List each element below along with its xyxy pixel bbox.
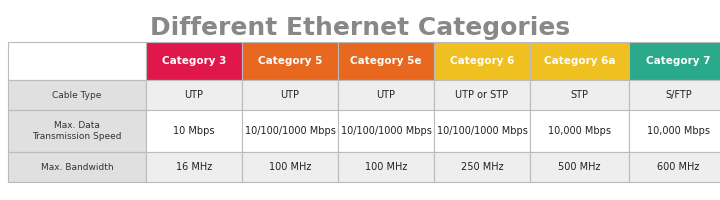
Bar: [146, 80, 242, 110]
Bar: [338, 42, 434, 80]
Bar: [530, 152, 629, 182]
Text: Category 6: Category 6: [450, 56, 514, 66]
Text: 10 Mbps: 10 Mbps: [174, 126, 215, 136]
Text: 100 MHz: 100 MHz: [269, 162, 311, 172]
Bar: [530, 42, 629, 80]
Bar: [530, 110, 629, 152]
Text: Category 5e: Category 5e: [350, 56, 422, 66]
Bar: [146, 42, 242, 80]
Text: Category 7: Category 7: [647, 56, 711, 66]
Text: STP: STP: [570, 90, 588, 100]
Bar: [242, 152, 338, 182]
Bar: [242, 42, 338, 80]
Text: 10/100/1000 Mbps: 10/100/1000 Mbps: [245, 126, 336, 136]
Bar: [338, 152, 434, 182]
Bar: [434, 152, 530, 182]
Text: 16 MHz: 16 MHz: [176, 162, 212, 172]
Bar: [629, 80, 720, 110]
Bar: [338, 80, 434, 110]
Bar: [8, 80, 146, 110]
Text: 500 MHz: 500 MHz: [558, 162, 600, 172]
Text: Category 6a: Category 6a: [544, 56, 616, 66]
Text: Max. Data
Transmission Speed: Max. Data Transmission Speed: [32, 121, 122, 141]
Text: UTP: UTP: [377, 90, 395, 100]
Text: Cable Type: Cable Type: [53, 90, 102, 99]
Bar: [629, 152, 720, 182]
Bar: [146, 152, 242, 182]
Text: 10,000 Mbps: 10,000 Mbps: [548, 126, 611, 136]
Bar: [629, 110, 720, 152]
Text: UTP or STP: UTP or STP: [456, 90, 508, 100]
Text: S/FTP: S/FTP: [665, 90, 692, 100]
Text: 600 MHz: 600 MHz: [657, 162, 700, 172]
Bar: [629, 42, 720, 80]
Bar: [8, 152, 146, 182]
Bar: [242, 80, 338, 110]
Bar: [434, 80, 530, 110]
Text: Category 3: Category 3: [162, 56, 226, 66]
Bar: [434, 110, 530, 152]
Bar: [338, 110, 434, 152]
Text: 10/100/1000 Mbps: 10/100/1000 Mbps: [436, 126, 528, 136]
Bar: [530, 80, 629, 110]
Text: Category 5: Category 5: [258, 56, 322, 66]
Text: 10/100/1000 Mbps: 10/100/1000 Mbps: [341, 126, 431, 136]
Bar: [8, 110, 146, 152]
Text: Different Ethernet Categories: Different Ethernet Categories: [150, 16, 570, 40]
Text: 100 MHz: 100 MHz: [365, 162, 408, 172]
Bar: [242, 110, 338, 152]
Text: 250 MHz: 250 MHz: [461, 162, 503, 172]
Bar: [434, 42, 530, 80]
Bar: [146, 110, 242, 152]
Bar: [8, 42, 146, 80]
Text: 10,000 Mbps: 10,000 Mbps: [647, 126, 710, 136]
Text: UTP: UTP: [281, 90, 300, 100]
Text: UTP: UTP: [184, 90, 204, 100]
Text: Max. Bandwidth: Max. Bandwidth: [41, 162, 113, 171]
